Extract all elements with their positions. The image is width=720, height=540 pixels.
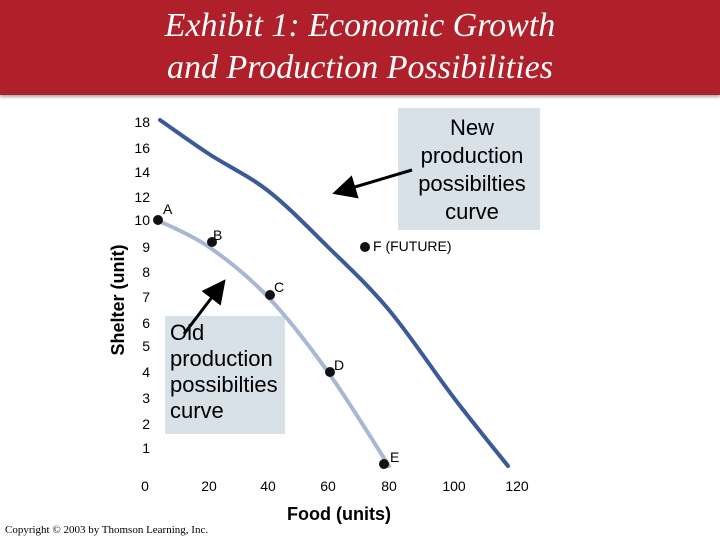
new-curve-callout-line: production [421, 143, 524, 168]
new-curve-callout-line: possibilties [418, 171, 526, 196]
new-curve-callout: New production possibilties curve [398, 108, 540, 230]
y-tick-label: 10 [134, 212, 150, 228]
old-curve-callout-line: curve [170, 398, 224, 423]
point-label-e: E [390, 449, 399, 465]
new-curve-callout-box [398, 108, 540, 230]
y-tick-label: 16 [134, 140, 150, 156]
y-tick-label: 4 [142, 364, 150, 380]
points: A B C D E F (FUTURE) [153, 201, 452, 469]
slide-title-line1: Exhibit 1: Economic Growth [164, 7, 556, 44]
old-curve-callout-line: possibilties [170, 372, 278, 397]
old-curve-arrow [182, 279, 226, 335]
y-tick-label: 1 [142, 440, 150, 456]
point-marker-d [325, 367, 335, 377]
y-tick-label: 3 [142, 390, 150, 406]
x-tick-label: 80 [381, 478, 397, 494]
y-tick-label: 8 [142, 264, 150, 280]
y-tick-label: 12 [134, 189, 150, 205]
y-tick-label: 2 [142, 416, 150, 432]
old-curve-callout-line: production [170, 346, 273, 371]
point-marker-b [207, 237, 217, 247]
y-tick-label: 5 [142, 338, 150, 354]
new-curve-arrow [332, 168, 413, 199]
old-curve-callout-line: Old [170, 320, 204, 345]
point-marker-a [153, 215, 163, 225]
point-label-f: F (FUTURE) [373, 238, 452, 254]
old-ppf-curve [155, 218, 391, 468]
y-tick-label: 6 [142, 315, 150, 331]
x-tick-label: 0 [141, 478, 149, 494]
x-axis-label: Food (units) [287, 504, 391, 524]
curves [155, 118, 510, 468]
title-bar: Exhibit 1: Economic Growth and Productio… [0, 0, 720, 95]
old-curve-callout-box [165, 316, 285, 434]
x-tick-labels: 0 20 40 60 80 100 120 [141, 478, 529, 494]
point-label-d: D [334, 357, 344, 373]
y-tick-label: 9 [142, 239, 150, 255]
copyright-text: Copyright © 2003 by Thomson Learning, In… [5, 524, 209, 536]
slide-title-line2: and Production Possibilities [167, 49, 553, 86]
y-tick-label: 7 [142, 289, 150, 305]
point-marker-f [360, 242, 370, 252]
point-marker-e [379, 459, 389, 469]
x-tick-label: 60 [320, 478, 336, 494]
y-axis-label: Shelter (unit) [108, 244, 128, 355]
point-marker-c [265, 290, 275, 300]
y-tick-label: 14 [134, 164, 150, 180]
point-label-a: A [163, 201, 173, 217]
x-tick-label: 40 [260, 478, 276, 494]
new-curve-callout-line: New [450, 115, 494, 140]
new-ppf-curve [158, 118, 510, 468]
x-tick-label: 120 [505, 478, 529, 494]
point-label-c: C [274, 279, 284, 295]
new-curve-callout-line: curve [445, 199, 499, 224]
x-tick-label: 100 [442, 478, 466, 494]
x-tick-label: 20 [201, 478, 217, 494]
arrows [182, 168, 413, 335]
y-tick-label: 18 [134, 114, 150, 130]
point-label-b: B [213, 227, 222, 243]
